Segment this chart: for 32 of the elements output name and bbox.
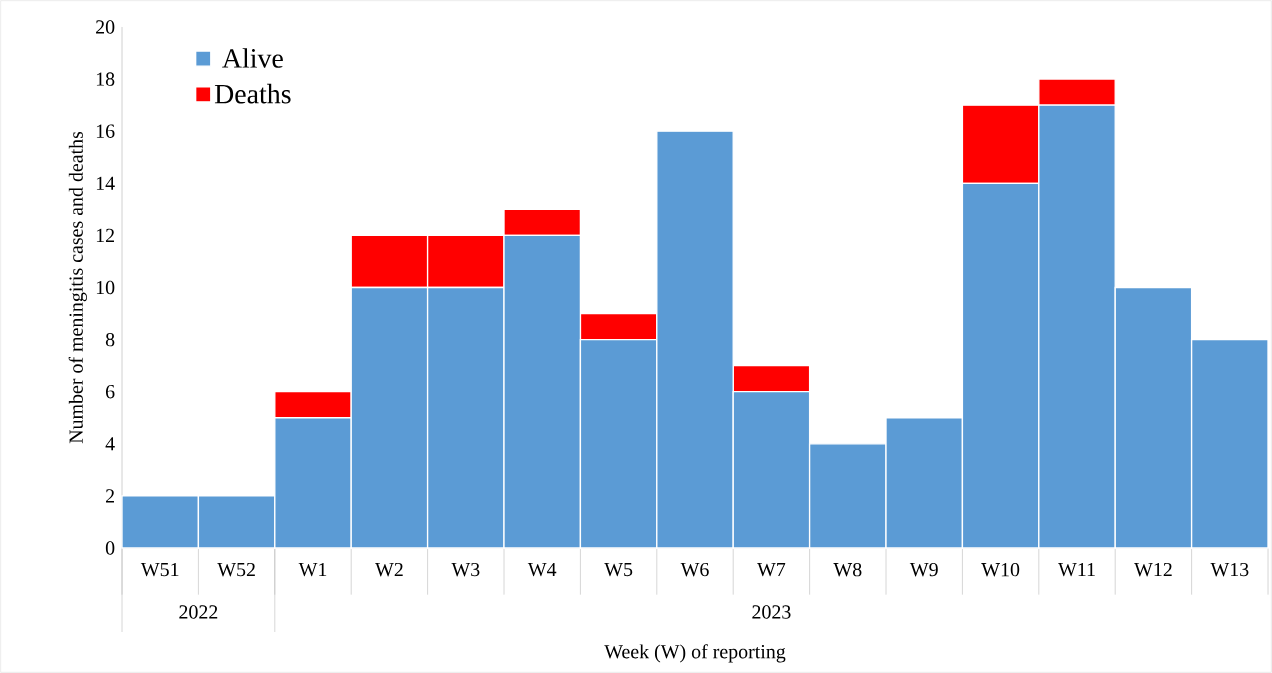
x-tick-label: W6 <box>680 562 709 577</box>
x-tick-label: W1 <box>298 562 327 577</box>
x-tick-label: W12 <box>1134 562 1172 577</box>
legend-label: Alive <box>222 48 283 68</box>
y-tick-label: 16 <box>96 124 115 138</box>
x-tick-label: W8 <box>833 562 862 577</box>
x-tick-label: W5 <box>604 562 633 577</box>
y-tick-label: 18 <box>96 72 115 86</box>
y-axis-title: Number of meningitis cases and deaths <box>68 131 87 444</box>
x-tick-label: W2 <box>375 562 403 577</box>
x-tick-label: W9 <box>909 562 938 577</box>
x-tick-label: W4 <box>527 562 557 577</box>
x-tick-label: W10 <box>981 562 1020 577</box>
y-tick-label: 0 <box>105 541 115 555</box>
text: 2023 <box>752 605 791 619</box>
x-tick-label: W11 <box>1058 562 1095 577</box>
x-tick-label: W52 <box>217 562 255 577</box>
x-axis-title: Week (W) of reporting <box>604 644 786 663</box>
y-tick-label: 6 <box>105 385 115 399</box>
x-tick-label: W7 <box>757 562 786 577</box>
text: 2022 <box>179 605 218 619</box>
y-tick-label: 12 <box>96 228 114 242</box>
y-tick-label: 4 <box>105 437 115 451</box>
y-tick-label: 8 <box>105 332 115 347</box>
legend-label: Deaths <box>214 83 291 104</box>
x-tick-label: W13 <box>1210 562 1249 577</box>
y-tick-label: 20 <box>96 20 115 34</box>
x-tick-label: W51 <box>140 562 179 577</box>
y-tick-label: 14 <box>96 176 115 190</box>
y-tick-label: 10 <box>96 280 115 295</box>
x-tick-label: W3 <box>451 562 480 577</box>
y-tick-label: 2 <box>106 489 114 503</box>
